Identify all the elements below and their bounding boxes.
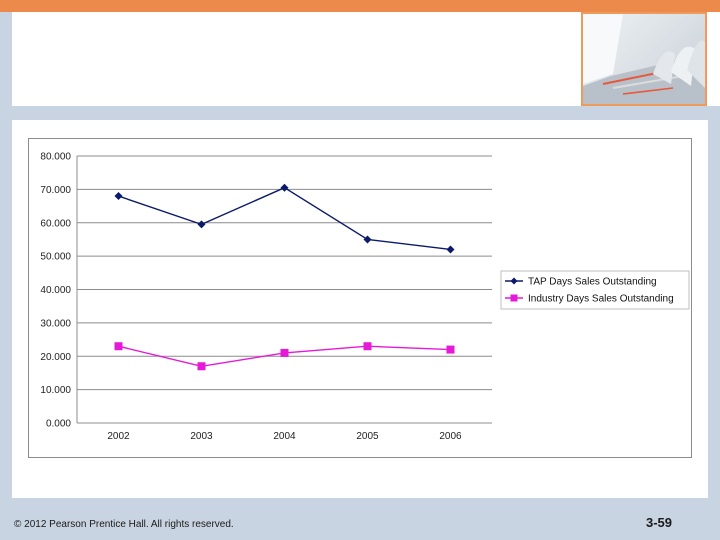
x-tick-label: 2006 [439, 431, 462, 442]
series-line-1 [118, 186, 451, 251]
left-margin [0, 12, 12, 540]
right-margin [708, 106, 720, 540]
y-tick-label: 70.000 [40, 185, 71, 196]
data-point-marker [446, 345, 455, 354]
legend-marker [510, 277, 518, 285]
data-point-marker [114, 192, 123, 201]
top-accent-bar [0, 0, 720, 12]
footer-bar [12, 498, 708, 540]
header-area [12, 12, 578, 106]
x-tick-label: 2005 [356, 431, 379, 442]
x-tick-label: 2003 [190, 431, 213, 442]
chart-frame: 0.000 10.000 20.000 30.000 40.000 50.000 60.00… [28, 138, 692, 458]
y-tick-label: 60.000 [40, 218, 71, 229]
copyright-text: © 2012 Pearson Prentice Hall. All rights… [14, 519, 234, 530]
data-point-marker [114, 342, 123, 351]
y-tick-label: 20.000 [40, 352, 71, 363]
y-tick-label: 30.000 [40, 318, 71, 329]
y-tick-label: 10.000 [40, 385, 71, 396]
line-chart: 0.000 10.000 20.000 30.000 40.000 50.000 60.00… [40, 152, 690, 442]
data-point-marker [197, 220, 206, 229]
legend-box [500, 270, 690, 310]
header-photo [581, 12, 707, 106]
title-band [0, 106, 720, 120]
y-tick-label: 80.000 [40, 152, 71, 163]
x-tick-label: 2004 [273, 431, 296, 442]
data-point-marker [280, 348, 289, 357]
data-point-marker [280, 183, 289, 192]
x-tick-label: 2002 [107, 431, 130, 442]
slide-number: 3-59 [646, 515, 673, 530]
data-point-marker [197, 362, 206, 371]
y-tick-label: 50.000 [40, 252, 71, 263]
conference-room-photo-icon [583, 14, 705, 104]
legend-marker [510, 294, 518, 302]
data-point-marker [363, 342, 372, 351]
legend-label: TAP Days Sales Outstanding [528, 277, 657, 288]
y-tick-label: 0.000 [46, 419, 71, 430]
y-tick-label: 40.000 [40, 285, 71, 296]
data-point-marker [363, 235, 372, 244]
legend-label: Industry Days Sales Outstanding [528, 294, 674, 305]
data-point-marker [446, 245, 455, 254]
